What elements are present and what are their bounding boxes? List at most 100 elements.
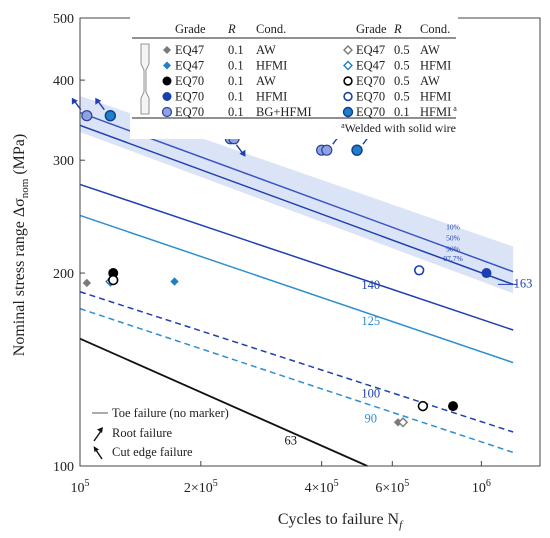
band-percent-label: 10% <box>446 222 460 231</box>
legend-rows: EQ47 0.1 AW EQ47 0.5 AW EQ47 0.1 HFMI EQ47 0.5 HFMI… <box>161 43 457 119</box>
data-point <box>397 417 409 428</box>
legend-header-cell: R <box>393 22 402 36</box>
legend-cell: AW <box>256 43 276 57</box>
failure-arrowhead <box>95 97 102 105</box>
legend-cell: 0.5 <box>394 90 410 104</box>
y-axis-title-sub: nom <box>19 178 31 198</box>
legend-header-cell: R <box>227 22 236 36</box>
band-percent-label: 50% <box>446 233 460 242</box>
data-point <box>351 144 363 156</box>
design-line-label: 125 <box>361 314 380 328</box>
y-axis-title-unit: (MPa) <box>11 134 28 179</box>
data-point <box>108 274 119 286</box>
y-tick-label: 100 <box>53 460 74 475</box>
legend-cell: 0.5 <box>394 43 410 57</box>
legend-cell: EQ47 <box>175 43 204 57</box>
design-line <box>79 124 514 286</box>
legend-cell: AW <box>420 43 440 57</box>
legend-cell: HFMI <box>420 90 451 104</box>
legend-footnote-text: Welded with solid wire <box>345 121 456 135</box>
data-point <box>448 401 459 412</box>
legend-cell: 0.1 <box>228 90 244 104</box>
legend-marker <box>162 92 172 101</box>
legend-footnote-sup: a <box>341 121 345 130</box>
legend-marker <box>163 46 171 54</box>
legend-cell: EQ70 <box>175 90 204 104</box>
design-line <box>79 291 514 433</box>
legend-cell: AW <box>420 74 440 88</box>
y-tick-label: 200 <box>53 267 74 282</box>
legend-cell: 0.1 <box>228 74 244 88</box>
legend-cell: EQ70 <box>356 105 385 119</box>
x-axis-title-sub: f <box>399 519 404 531</box>
legend-header-cell: Cond. <box>420 22 450 36</box>
legend-cell: 0.5 <box>394 74 410 88</box>
x-tick-label: 106 <box>472 478 491 496</box>
x-axis-title-text: Cycles to failure N <box>278 511 400 528</box>
failure-arrowhead <box>239 149 246 157</box>
legend-header-cell: Cond. <box>256 22 286 36</box>
x-axis-title: Cycles to failure Nf <box>278 511 404 531</box>
root-failure-label: Root failure <box>112 426 173 440</box>
x-tick-label: 2×105 <box>184 478 218 496</box>
legend-marker <box>342 106 354 118</box>
labels-layer: 163 140 125 100 90 63 10% 50% 90%97.7% <box>284 222 532 447</box>
legend-marker <box>343 76 353 86</box>
data-point <box>321 144 333 156</box>
legend-marker <box>343 91 353 102</box>
legend-marker <box>161 106 173 118</box>
x-tick-label: 6×105 <box>375 478 409 496</box>
axis-ticks-layer: 105 2×105 4×105 6×105 106 100 200 300 400 500 <box>53 12 491 496</box>
legend-cell: HFMI <box>256 90 287 104</box>
x-tick-label: 105 <box>71 478 90 496</box>
legend-cell: 0.1 <box>228 43 244 57</box>
band-percent-label: 97.7% <box>443 254 462 263</box>
design-lines-layer <box>79 111 518 467</box>
legend-header-cell: Grade <box>175 22 206 36</box>
design-line-label: 90 <box>364 411 377 425</box>
design-line <box>79 337 368 467</box>
legend-cell: 0.1 <box>228 59 244 73</box>
legend: Grade R Cond. Grade R Cond. EQ47 0.1 AW EQ47 0.5 A… <box>130 17 458 139</box>
data-point <box>104 109 117 122</box>
legend-cell: HFMI <box>256 59 287 73</box>
legend-marker <box>343 45 353 55</box>
legend-cell: HFMI a <box>420 104 457 119</box>
design-line-label: 63 <box>284 434 297 448</box>
legend-marker <box>162 76 172 86</box>
design-line-label: 140 <box>361 278 380 292</box>
design-line-label: 100 <box>361 386 380 400</box>
cut-edge-failure-label: Cut edge failure <box>112 445 193 459</box>
legend-box <box>130 17 458 139</box>
y-tick-label: 300 <box>53 154 74 169</box>
legend-cell: EQ47 <box>175 59 204 73</box>
legend-cell: HFMI <box>420 59 451 73</box>
specimen-icon <box>140 43 150 115</box>
legend-cell: EQ70 <box>175 105 204 119</box>
legend-cell: 0.1 <box>228 105 244 119</box>
legend-cell: 0.1 <box>394 105 410 119</box>
x-tick-label: 4×105 <box>305 478 339 496</box>
design-line-label: 163 <box>514 276 533 290</box>
data-point <box>413 265 425 276</box>
data-point <box>82 278 92 288</box>
failure-arrow <box>97 101 105 111</box>
y-tick-label: 500 <box>53 12 74 27</box>
legend-cell: EQ47 <box>356 59 385 73</box>
legend-footnote: aWelded with solid wire <box>341 121 456 135</box>
toe-failure-label: Toe failure (no marker) <box>112 406 229 420</box>
data-point <box>81 110 93 122</box>
design-line <box>79 307 514 454</box>
y-axis-title: Nominal stress range Δσnom (MPa) <box>11 134 31 356</box>
failure-type-legend: Toe failure (no marker) Root failure Cut… <box>92 406 229 460</box>
legend-marker <box>343 60 353 71</box>
failure-arrow <box>235 144 243 154</box>
legend-cell: EQ70 <box>356 74 385 88</box>
data-point <box>170 277 179 286</box>
failure-arrowhead <box>71 97 78 105</box>
design-line <box>79 214 514 364</box>
design-line <box>79 183 514 331</box>
y-axis-title-text: Nominal stress range Δσ <box>11 198 28 356</box>
legend-marker <box>163 61 171 70</box>
legend-cell: 0.5 <box>394 59 410 73</box>
